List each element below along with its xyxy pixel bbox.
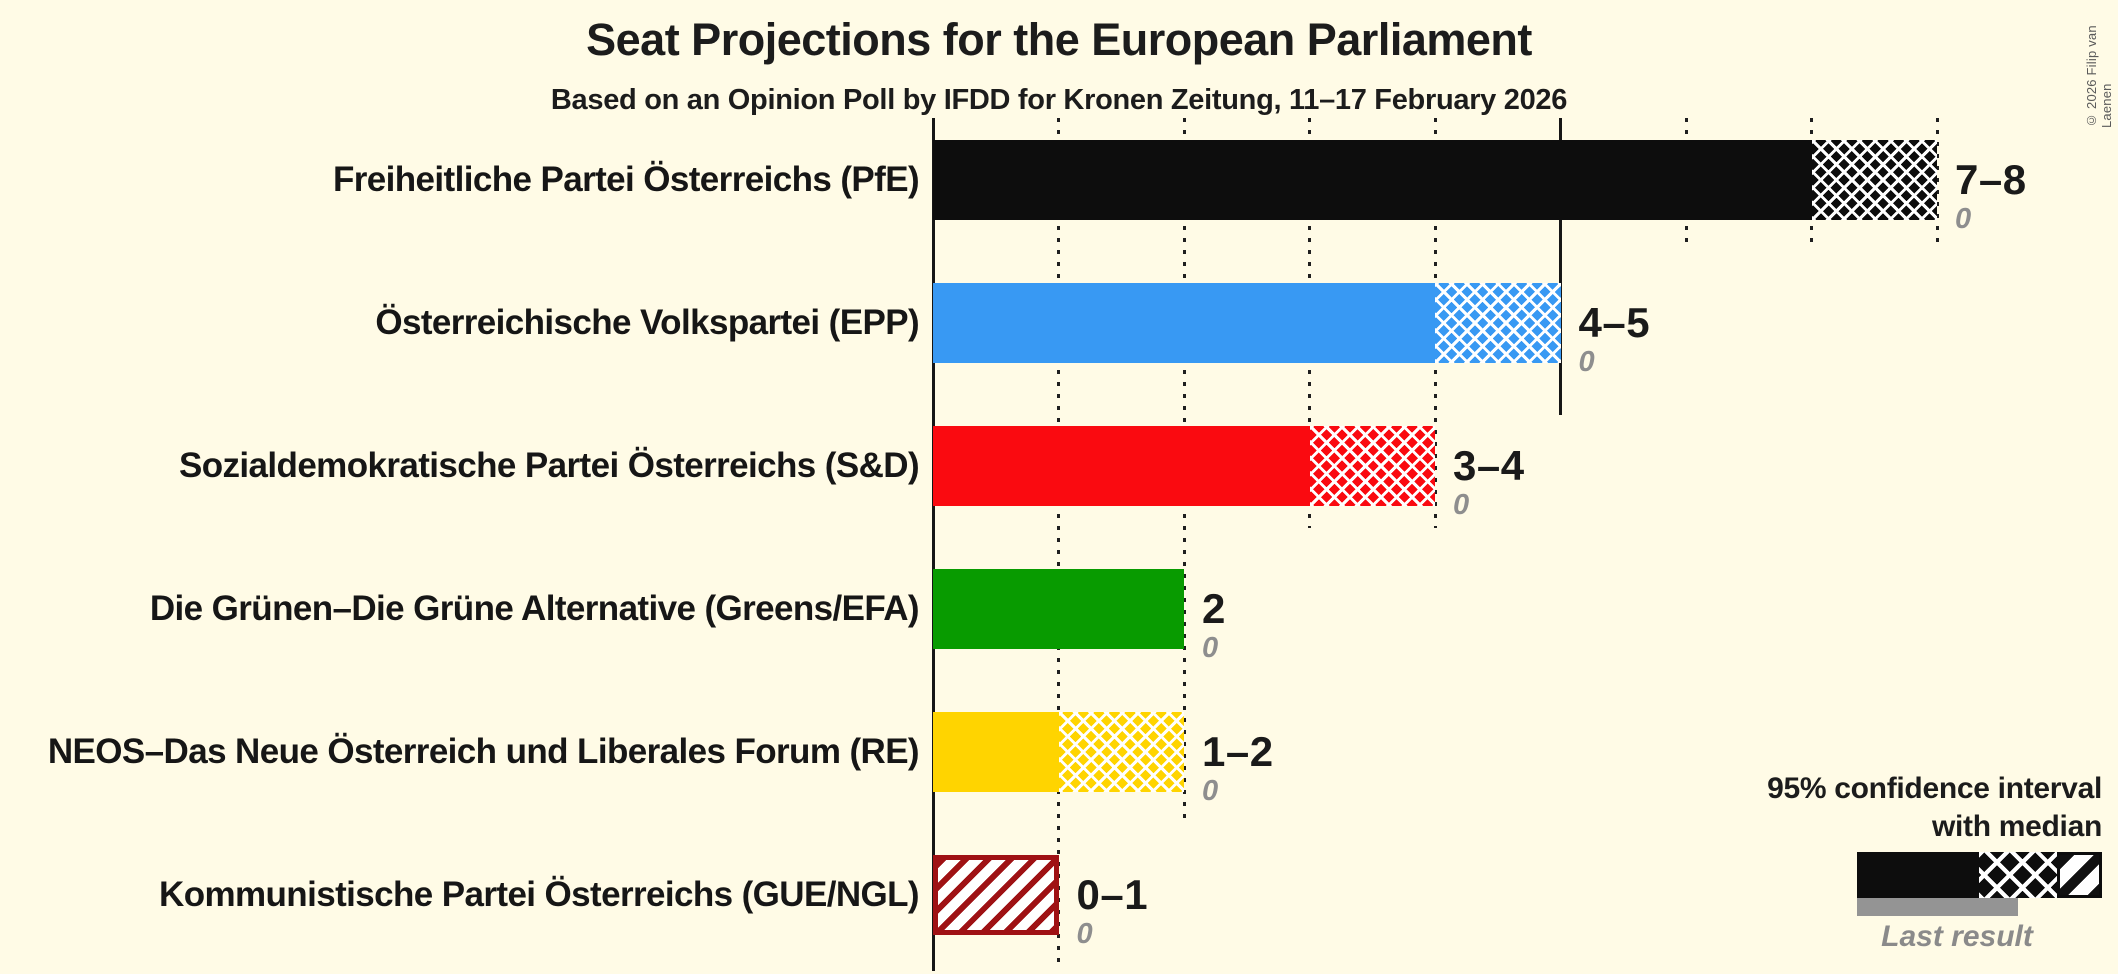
last-result-value: 0 — [1202, 775, 1219, 807]
bar-solid-segment — [933, 283, 1435, 363]
copyright-notice: © 2026 Filip van Laenen — [2084, 25, 2114, 128]
seat-range-label: 7–8 — [1955, 156, 2027, 203]
bar-row-gruene: Die Grünen–Die Grüne Alternative (Greens… — [0, 569, 2118, 663]
bar-ci-hatch-segment — [1309, 426, 1435, 506]
bar-row-spo: Sozialdemokratische Partei Österreichs (… — [0, 426, 2118, 520]
legend-last-result-label: Last result — [1881, 920, 2033, 953]
party-label: Österreichische Volkspartei (EPP) — [375, 303, 919, 342]
party-label: NEOS–Das Neue Österreich und Liberales F… — [47, 732, 920, 771]
bar-solid-segment — [933, 569, 1184, 649]
bar-ci-hatch-segment — [1435, 283, 1561, 363]
bar-ci-hatch-segment — [1058, 712, 1184, 792]
gridline-seat-1 — [1057, 118, 1060, 965]
value-block: 4–5 0 — [1578, 299, 1651, 378]
legend-last-result-bar — [1857, 898, 2018, 916]
chart-title: Seat Projections for the European Parlia… — [586, 14, 1532, 65]
bar-solid-segment — [933, 140, 1812, 220]
legend-crosshatch-segment — [1979, 852, 2057, 898]
last-result-value: 0 — [1955, 203, 1972, 235]
gridline-seat-5 — [1559, 118, 1562, 415]
bar-row-kpo: Kommunistische Partei Österreichs (GUE/N… — [0, 855, 2118, 949]
bar-row-ovp: Österreichische Volkspartei (EPP) 4–5 0 — [0, 283, 2118, 377]
bar-ci-hatch-segment — [1811, 140, 1937, 220]
last-result-value: 0 — [1202, 632, 1219, 664]
legend-ci-label: 95% confidence interval with median — [1767, 770, 2102, 846]
last-result-value: 0 — [1076, 918, 1093, 950]
seat-range-label: 0–1 — [1076, 871, 1149, 918]
legend-ci-line1: 95% confidence interval — [1767, 772, 2102, 805]
gridline-seat-0 — [931, 118, 935, 971]
value-block: 0–1 0 — [1076, 871, 1149, 950]
seat-range-label: 1–2 — [1202, 728, 1274, 775]
seat-range-label: 4–5 — [1578, 299, 1651, 346]
legend-ci-line2: with median — [1931, 810, 2102, 843]
seat-range-label: 3–4 — [1453, 442, 1525, 489]
legend-solid-segment — [1857, 852, 1979, 898]
value-block: 7–8 0 — [1955, 156, 2027, 235]
value-block: 2 0 — [1202, 585, 1226, 664]
gridline-seat-8 — [1935, 118, 1939, 248]
seat-range-label: 2 — [1202, 585, 1226, 632]
bar-solid-segment — [933, 712, 1059, 792]
party-label: Sozialdemokratische Partei Österreichs (… — [179, 446, 920, 485]
bar-solid-segment — [933, 426, 1310, 506]
value-block: 3–4 0 — [1453, 442, 1525, 521]
bar-row-pfe: Freiheitliche Partei Österreichs (PfE) 7… — [0, 140, 2118, 234]
bar-row-neos: NEOS–Das Neue Österreich und Liberales F… — [0, 712, 2118, 806]
chart-subtitle: Based on an Opinion Poll by IFDD for Kro… — [550, 84, 1568, 116]
party-label: Die Grünen–Die Grüne Alternative (Greens… — [149, 589, 920, 628]
value-block: 1–2 0 — [1202, 728, 1274, 807]
party-label: Kommunistische Partei Österreichs (GUE/N… — [159, 875, 920, 914]
last-result-value: 0 — [1453, 489, 1470, 521]
party-label: Freiheitliche Partei Österreichs (PfE) — [332, 160, 920, 199]
last-result-value: 0 — [1578, 346, 1595, 378]
bar-ci-hatch-segment — [933, 855, 1059, 935]
legend-stripe-segment — [2057, 852, 2102, 898]
legend-ci-sample-bar — [1857, 852, 2102, 898]
